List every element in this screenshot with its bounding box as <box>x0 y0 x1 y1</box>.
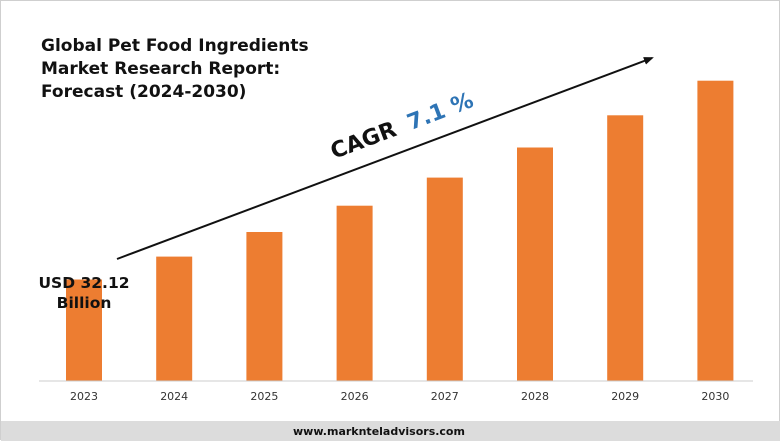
first-bar-value-line-1: USD 32.12 <box>38 274 129 292</box>
chart-title-line-3: Forecast (2024-2030) <box>41 82 246 102</box>
first-bar-value-line-2: Billion <box>57 294 112 312</box>
x-tick-2027: 2027 <box>431 390 459 403</box>
bar-2027 <box>426 177 463 381</box>
x-tick-2030: 2030 <box>701 390 729 403</box>
bar-2024 <box>156 256 193 381</box>
chart-title-line-1: Global Pet Food Ingredients <box>41 36 309 56</box>
bar-2028 <box>517 147 553 381</box>
x-tick-2028: 2028 <box>521 390 549 403</box>
bar-2029 <box>607 115 644 382</box>
x-tick-2026: 2026 <box>341 390 369 403</box>
footer-bar <box>1 421 780 441</box>
bar-2025 <box>246 232 283 381</box>
bar-2023 <box>66 279 102 381</box>
x-tick-2029: 2029 <box>611 390 639 403</box>
trend-arrow <box>116 57 654 260</box>
x-tick-2024: 2024 <box>160 390 188 403</box>
x-tick-2023: 2023 <box>70 390 98 403</box>
footer-website: www.marknteladvisors.com <box>293 425 465 438</box>
bars <box>66 80 734 382</box>
bar-2026 <box>336 205 373 381</box>
x-tick-2025: 2025 <box>250 390 278 403</box>
chart-title: Global Pet Food Ingredients Market Resea… <box>41 36 309 102</box>
cagr-label: CAGR 7.1 % <box>327 88 477 164</box>
first-bar-value-label: USD 32.12 Billion <box>38 274 129 312</box>
bar-2030 <box>697 80 734 381</box>
chart-title-line-2: Market Research Report: <box>41 59 280 79</box>
x-tick-labels: 2023 2024 2025 2026 2027 2028 2029 2030 <box>70 390 729 403</box>
